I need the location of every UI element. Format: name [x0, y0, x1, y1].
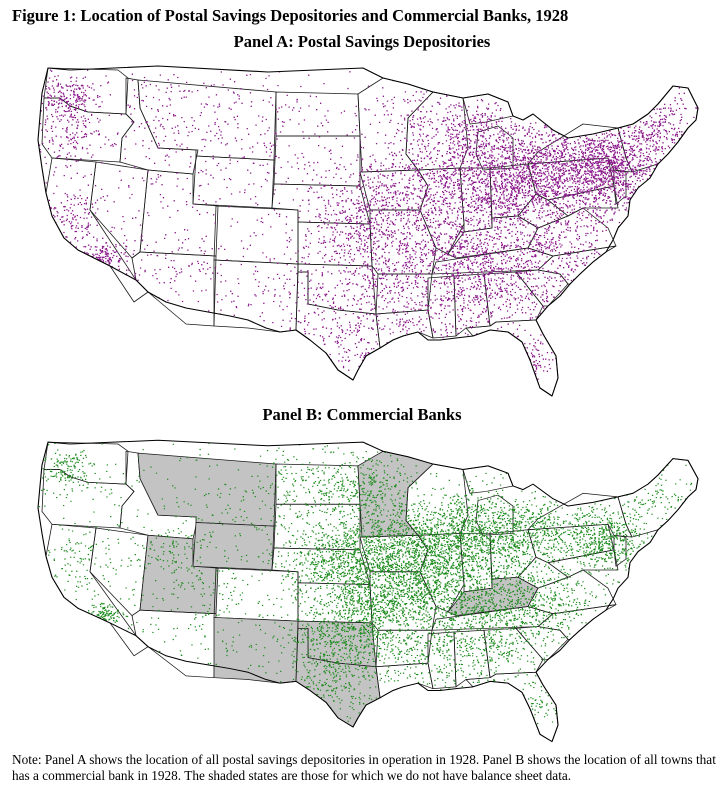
us-outline	[37, 439, 699, 743]
state-new-england	[617, 458, 699, 538]
state-montana	[137, 452, 277, 527]
state-oregon	[41, 97, 135, 163]
state-south-carolina	[515, 269, 569, 307]
state-maryland	[547, 549, 619, 578]
state-north-dakota	[275, 463, 361, 505]
state-louisiana	[375, 309, 434, 349]
point-cloud	[38, 440, 698, 742]
bank-points	[38, 440, 698, 742]
state-california	[45, 157, 149, 303]
state-oregon	[41, 469, 135, 529]
figure-note: Note: Panel A shows the location of all …	[12, 752, 716, 783]
state-nevada	[89, 161, 149, 259]
figure-title: Figure 1: Location of Postal Savings Dep…	[12, 6, 569, 25]
state-indiana	[459, 167, 493, 233]
state-florida	[465, 319, 559, 397]
state-georgia	[483, 271, 544, 327]
state-virginia	[527, 569, 617, 615]
state-kentucky	[447, 215, 539, 259]
panel-a-map	[37, 65, 699, 397]
state-south-dakota	[273, 503, 361, 551]
state-oklahoma	[297, 263, 377, 315]
state-mississippi	[427, 275, 457, 339]
state-virginia	[527, 207, 617, 257]
state-missouri	[369, 571, 437, 631]
state-minnesota	[357, 450, 434, 538]
state-georgia	[483, 628, 544, 679]
state-louisiana	[375, 662, 434, 699]
depository-points	[38, 66, 698, 396]
point-cloud	[38, 66, 698, 396]
state-idaho	[119, 77, 199, 175]
us-outline	[37, 65, 699, 397]
state-colorado	[213, 567, 299, 622]
state-new-england	[617, 85, 699, 173]
state-boundaries	[41, 67, 699, 397]
panel-b-map	[37, 439, 699, 743]
panel-a-title: Panel A: Postal Savings Depositories	[233, 32, 491, 51]
state-washington	[43, 441, 129, 485]
state-nevada	[89, 527, 149, 616]
state-south-dakota	[273, 135, 361, 187]
panel-b-title: Panel B: Commercial Banks	[262, 405, 462, 424]
state-missouri	[369, 209, 437, 275]
state-michigan	[462, 465, 514, 536]
state-new-mexico	[213, 617, 299, 684]
state-wyoming	[192, 155, 275, 209]
state-new-jersey	[613, 534, 627, 567]
state-utah	[139, 169, 219, 257]
state-mississippi	[427, 631, 457, 690]
state-north-dakota	[275, 91, 361, 137]
state-boundaries	[41, 441, 699, 742]
